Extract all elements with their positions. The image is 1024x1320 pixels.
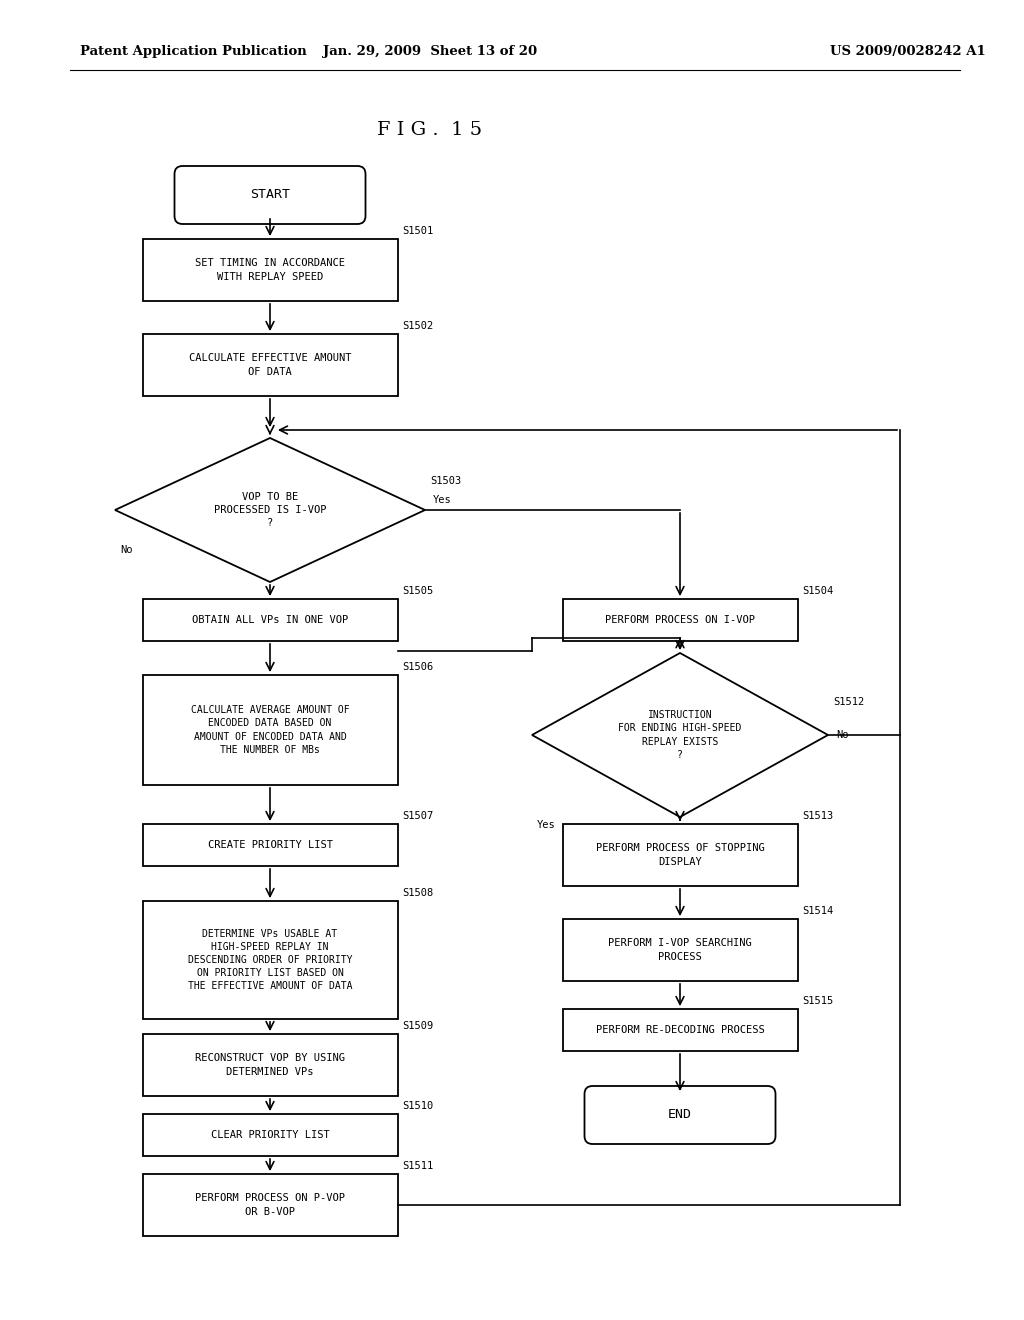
Text: RECONSTRUCT VOP BY USING
DETERMINED VPs: RECONSTRUCT VOP BY USING DETERMINED VPs bbox=[195, 1053, 345, 1077]
Text: S1506: S1506 bbox=[402, 663, 434, 672]
Text: PERFORM PROCESS ON P-VOP
OR B-VOP: PERFORM PROCESS ON P-VOP OR B-VOP bbox=[195, 1193, 345, 1217]
Text: CALCULATE AVERAGE AMOUNT OF
ENCODED DATA BASED ON
AMOUNT OF ENCODED DATA AND
THE: CALCULATE AVERAGE AMOUNT OF ENCODED DATA… bbox=[190, 705, 349, 755]
Bar bbox=[142, 1173, 397, 1236]
Polygon shape bbox=[532, 653, 828, 817]
Text: S1507: S1507 bbox=[402, 810, 434, 821]
Bar bbox=[562, 919, 798, 981]
Text: PERFORM PROCESS ON I-VOP: PERFORM PROCESS ON I-VOP bbox=[605, 615, 755, 624]
Text: US 2009/0028242 A1: US 2009/0028242 A1 bbox=[830, 45, 986, 58]
Text: CREATE PRIORITY LIST: CREATE PRIORITY LIST bbox=[208, 840, 333, 850]
Bar bbox=[142, 1114, 397, 1156]
Bar bbox=[142, 599, 397, 642]
Text: S1508: S1508 bbox=[402, 888, 434, 898]
Text: PERFORM RE-DECODING PROCESS: PERFORM RE-DECODING PROCESS bbox=[596, 1026, 764, 1035]
Text: No: No bbox=[836, 730, 849, 741]
Bar bbox=[142, 902, 397, 1019]
Text: S1501: S1501 bbox=[402, 226, 434, 236]
Text: S1512: S1512 bbox=[833, 697, 864, 708]
Bar bbox=[142, 239, 397, 301]
Text: S1510: S1510 bbox=[402, 1101, 434, 1111]
Text: S1511: S1511 bbox=[402, 1162, 434, 1171]
Text: No: No bbox=[120, 545, 132, 554]
Text: SET TIMING IN ACCORDANCE
WITH REPLAY SPEED: SET TIMING IN ACCORDANCE WITH REPLAY SPE… bbox=[195, 259, 345, 281]
Text: Yes: Yes bbox=[433, 495, 452, 506]
Bar bbox=[562, 824, 798, 886]
Text: S1503: S1503 bbox=[430, 477, 461, 486]
Text: START: START bbox=[250, 189, 290, 202]
Text: PERFORM I-VOP SEARCHING
PROCESS: PERFORM I-VOP SEARCHING PROCESS bbox=[608, 939, 752, 961]
Text: S1514: S1514 bbox=[803, 906, 834, 916]
FancyBboxPatch shape bbox=[585, 1086, 775, 1144]
Text: OBTAIN ALL VPs IN ONE VOP: OBTAIN ALL VPs IN ONE VOP bbox=[191, 615, 348, 624]
Bar bbox=[562, 1008, 798, 1051]
Text: F I G .  1 5: F I G . 1 5 bbox=[378, 121, 482, 139]
Text: S1509: S1509 bbox=[402, 1020, 434, 1031]
FancyBboxPatch shape bbox=[174, 166, 366, 224]
Text: VOP TO BE
PROCESSED IS I-VOP
?: VOP TO BE PROCESSED IS I-VOP ? bbox=[214, 492, 327, 528]
Text: Patent Application Publication: Patent Application Publication bbox=[80, 45, 307, 58]
Bar bbox=[142, 1034, 397, 1096]
Bar bbox=[142, 824, 397, 866]
Text: S1515: S1515 bbox=[803, 997, 834, 1006]
Polygon shape bbox=[115, 438, 425, 582]
Text: Jan. 29, 2009  Sheet 13 of 20: Jan. 29, 2009 Sheet 13 of 20 bbox=[323, 45, 537, 58]
Bar bbox=[142, 334, 397, 396]
Text: S1504: S1504 bbox=[803, 586, 834, 597]
Text: S1513: S1513 bbox=[803, 810, 834, 821]
Text: Yes: Yes bbox=[537, 820, 556, 830]
Text: S1505: S1505 bbox=[402, 586, 434, 597]
Text: END: END bbox=[668, 1109, 692, 1122]
Text: PERFORM PROCESS OF STOPPING
DISPLAY: PERFORM PROCESS OF STOPPING DISPLAY bbox=[596, 843, 764, 867]
Text: INSTRUCTION
FOR ENDING HIGH-SPEED
REPLAY EXISTS
?: INSTRUCTION FOR ENDING HIGH-SPEED REPLAY… bbox=[618, 710, 741, 760]
Text: S1502: S1502 bbox=[402, 321, 434, 331]
Text: DETERMINE VPs USABLE AT
HIGH-SPEED REPLAY IN
DESCENDING ORDER OF PRIORITY
ON PRI: DETERMINE VPs USABLE AT HIGH-SPEED REPLA… bbox=[187, 928, 352, 991]
Bar bbox=[142, 675, 397, 785]
Bar bbox=[562, 599, 798, 642]
Text: CLEAR PRIORITY LIST: CLEAR PRIORITY LIST bbox=[211, 1130, 330, 1140]
Text: CALCULATE EFFECTIVE AMOUNT
OF DATA: CALCULATE EFFECTIVE AMOUNT OF DATA bbox=[188, 354, 351, 376]
